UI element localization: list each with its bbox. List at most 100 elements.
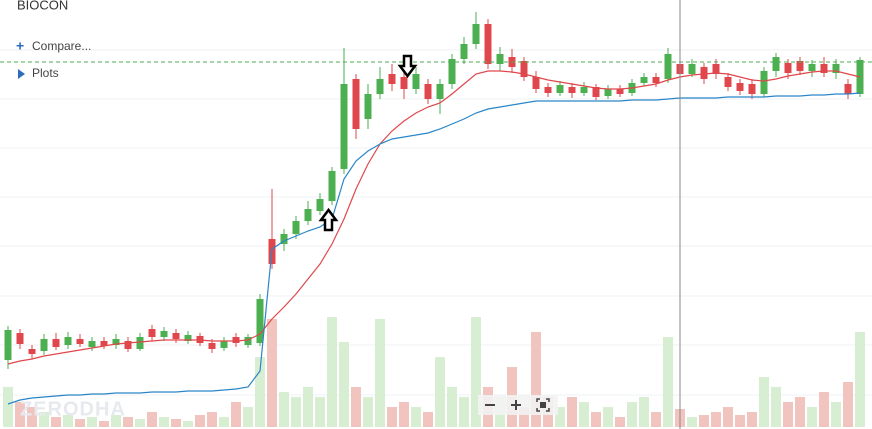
candle-body [664,54,672,79]
volume-bar [639,397,649,427]
volume-bar [711,412,721,427]
candle-body [124,341,132,349]
candle-body [172,333,180,339]
candle-body [292,221,300,234]
candle-body [808,64,816,71]
candle-body [148,329,156,337]
candle-body [688,64,696,74]
candle-body [472,24,480,44]
candle-body [544,87,552,93]
candle-body [376,79,384,94]
plots-button[interactable]: Plots [32,66,59,80]
candle-body [184,335,192,341]
volume-bar [423,412,433,427]
candle-body [700,67,708,79]
volume-bar [63,415,73,427]
candle-body [820,64,828,73]
volume-bar [687,417,697,427]
candle-body [424,84,432,99]
candle-body [640,77,648,83]
volume-bar [123,417,133,427]
volume-bar [243,407,253,427]
volume-bar [723,407,733,427]
symbol-title: BIOCON [17,0,68,12]
candle-body [844,84,852,94]
candle-body [736,83,744,91]
volume-bar [135,419,145,427]
candle-body [76,339,84,344]
candle-body [412,74,420,89]
volume-bar [159,417,169,427]
candle-body [64,337,72,345]
candle-body [652,77,660,83]
volume-bar [303,387,313,427]
volume-bar [291,397,301,427]
volume-bar [435,357,445,427]
volume-bar [627,402,637,427]
candle-body [520,61,528,77]
zoom-out[interactable] [485,404,495,406]
candle-body [448,59,456,84]
volume-bar [207,412,217,427]
volume-bar [795,397,805,427]
volume-bar [771,387,781,427]
volume-bar [783,402,793,427]
volume-bar [327,317,337,427]
candle-body [712,64,720,74]
candle-body [4,330,12,360]
volume-bar [219,417,229,427]
volume-bar [615,417,625,427]
volume-bar [651,412,661,427]
volume-bar [111,415,121,427]
volume-bar [195,415,205,427]
candle-body [316,199,324,211]
candle-body [340,84,348,169]
candle-body [772,57,780,71]
candle-body [568,87,576,93]
plots-icon[interactable] [18,69,25,79]
volume-bar [279,392,289,427]
volume-bar [663,337,673,427]
volume-bar [255,357,265,427]
volume-bar [27,407,37,427]
volume-bar [231,402,241,427]
volume-bar [351,387,361,427]
candle-body [532,77,540,89]
candle-body [328,171,336,201]
fullscreen[interactable] [536,398,550,412]
volume-bar [591,412,601,427]
volume-bar [183,421,193,427]
volume-bar [51,417,61,427]
candle-body [484,24,492,64]
volume-bar [735,415,745,427]
price-layer [4,12,864,405]
volume-bar [99,421,109,427]
volume-bar [579,402,589,427]
candle-body [52,339,60,347]
volume-bar [147,412,157,427]
volume-bar [15,402,25,427]
candle-body [244,337,252,345]
compare-icon[interactable]: + [16,38,24,54]
volume-bar [843,382,853,427]
volume-bar [363,397,373,427]
candle-body [160,331,168,337]
candle-body [232,337,240,343]
volume-bar [387,407,397,427]
candle-body [304,209,312,221]
compare-button[interactable]: Compare... [32,39,91,53]
volume-bar [831,402,841,427]
volume-bar [531,332,541,427]
candle-body [796,61,804,71]
candle-body [400,77,408,89]
candle-body [388,74,396,84]
candle-body [724,77,732,87]
zoom-in[interactable] [511,400,521,410]
volume-bar [471,317,481,427]
watermark: ZERODHA [20,398,126,420]
candle-body [580,87,588,93]
candle-body [40,339,48,351]
indicator-line [7,92,861,405]
